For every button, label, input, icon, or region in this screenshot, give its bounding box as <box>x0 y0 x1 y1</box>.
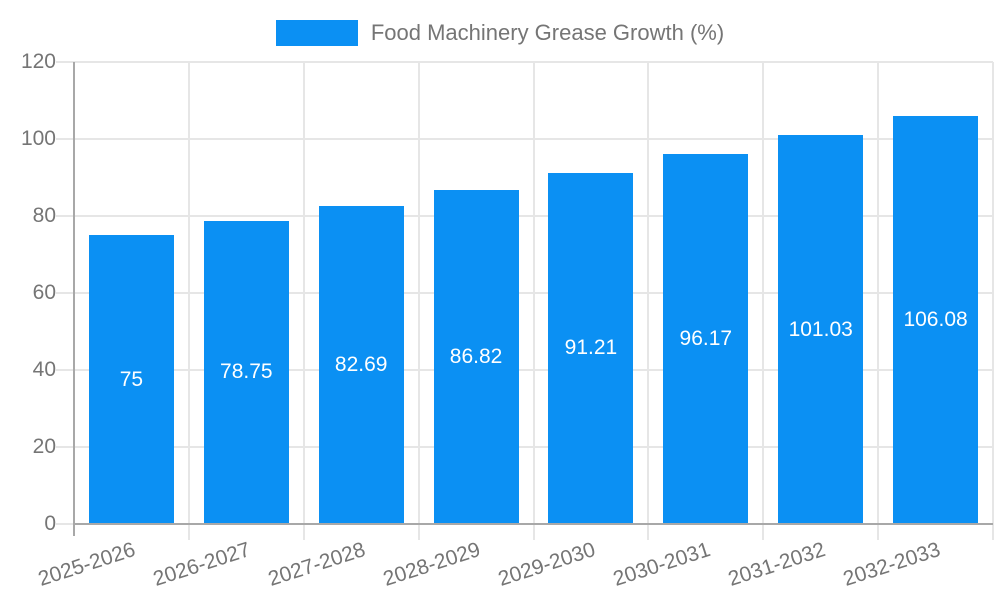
gridline-vertical <box>417 62 420 540</box>
bar-2026-2027: 78.75 <box>203 220 289 524</box>
gridline-vertical <box>992 62 994 540</box>
y-axis-label: 100 <box>20 127 56 150</box>
bar-2027-2028: 82.69 <box>318 205 404 524</box>
bar-value-label: 75 <box>119 367 144 391</box>
gridline-vertical <box>187 62 190 540</box>
plot-area: 75 78.75 82.69 86.82 91.21 96.17 101.03 106.08 <box>56 61 994 540</box>
gridline-horizontal <box>56 369 993 371</box>
y-axis-line <box>73 62 75 536</box>
bar-2032-2033: 106.08 <box>893 115 979 524</box>
bar-2031-2032: 101.03 <box>778 135 864 524</box>
bar-2025-2026: 75 <box>88 235 174 524</box>
bar-value-label: 91.21 <box>564 336 618 360</box>
y-axis-label: 80 <box>32 204 56 227</box>
gridline-vertical <box>762 62 765 540</box>
bar-value-label: 86.82 <box>449 344 503 368</box>
gridline-vertical <box>647 62 650 540</box>
bar-value-label: 96.17 <box>679 326 733 350</box>
y-axis-label: 120 <box>20 50 56 73</box>
gridline-horizontal <box>56 61 993 63</box>
bar-value-label: 82.69 <box>334 352 388 376</box>
bar-2028-2029: 86.82 <box>433 189 519 524</box>
y-axis-label: 0 <box>44 512 56 535</box>
x-axis-line <box>73 523 993 525</box>
y-axis-label: 40 <box>32 358 56 381</box>
gridline-horizontal <box>56 523 74 525</box>
gridline-horizontal <box>56 292 993 294</box>
gridline-horizontal <box>56 138 993 140</box>
legend-label: Food Machinery Grease Growth (%) <box>370 20 725 45</box>
bar-2030-2031: 96.17 <box>663 153 749 524</box>
bar-value-label: 101.03 <box>788 317 853 341</box>
gridline-horizontal <box>56 446 993 448</box>
gridline-horizontal <box>56 215 993 217</box>
bar-2029-2030: 91.21 <box>548 172 634 524</box>
y-axis-label: 60 <box>32 281 56 304</box>
legend-swatch-icon <box>275 20 358 46</box>
gridline-vertical <box>877 62 880 540</box>
gridline-vertical <box>532 62 535 540</box>
bar-value-label: 78.75 <box>220 360 273 384</box>
y-axis-label: 20 <box>32 435 56 458</box>
bar-value-label: 106.08 <box>903 307 968 331</box>
chart-legend: Food Machinery Grease Growth (%) <box>0 20 1000 46</box>
gridline-vertical <box>302 62 305 540</box>
